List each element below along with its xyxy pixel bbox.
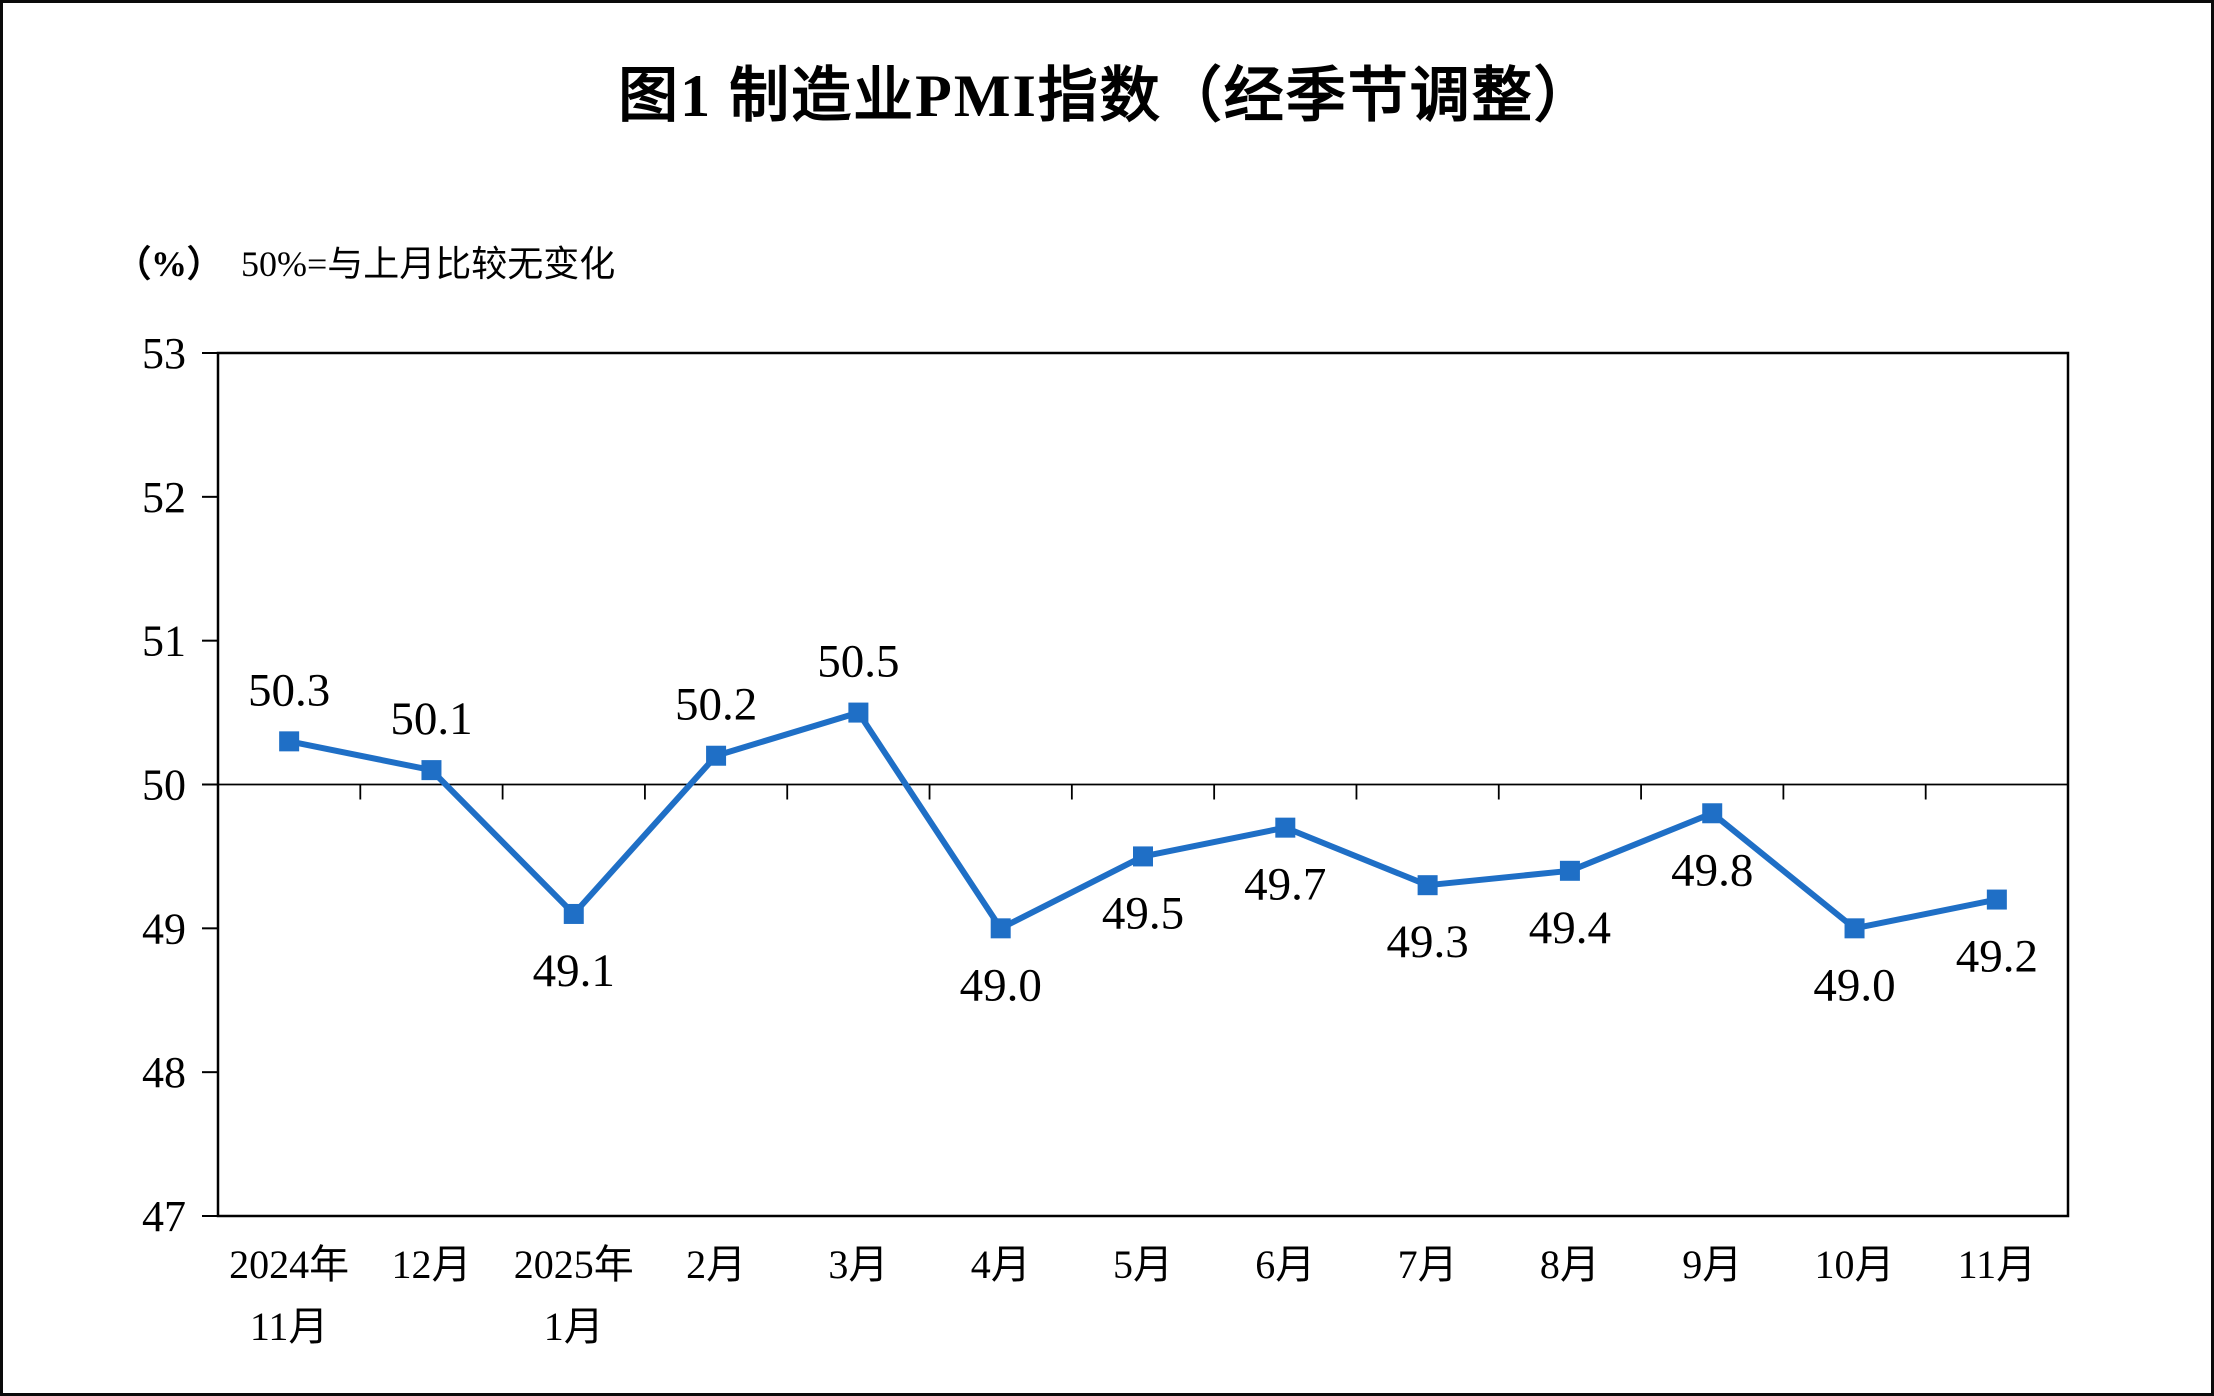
x-tick-label: 4月 [971,1242,1031,1287]
data-label: 50.2 [675,679,757,731]
data-point-marker [1702,803,1723,824]
data-point-marker [1417,875,1438,896]
data-point-marker [1844,918,1865,939]
x-tick-label: 1月 [544,1304,604,1349]
data-point-marker [1133,846,1153,867]
data-point-marker [848,702,869,723]
x-tick-label: 10月 [1815,1242,1895,1287]
y-tick-label: 49 [142,904,186,953]
data-label: 49.0 [1813,959,1895,1011]
data-label: 49.2 [1956,931,2038,983]
data-point-marker [706,745,727,766]
axis-note: 50%=与上月比较无变化 [241,244,616,284]
data-point-marker [1986,889,2007,910]
unit-label: （%） [115,244,224,284]
x-tick-label: 2025年 [514,1242,634,1287]
x-tick-label: 12月 [391,1242,471,1287]
data-point-marker [990,918,1011,939]
y-tick-label: 48 [142,1048,186,1097]
x-tick-label: 11月 [250,1304,329,1349]
x-tick-label: 2月 [686,1242,746,1287]
x-tick-label: 5月 [1113,1242,1173,1287]
x-tick-label: 9月 [1682,1242,1742,1287]
data-label: 49.8 [1671,844,1753,896]
x-tick-label: 7月 [1398,1242,1458,1287]
axis-subtitle: （%） 50%=与上月比较无变化 [115,235,615,287]
data-label: 50.3 [248,664,330,716]
data-label: 50.5 [817,636,899,688]
x-tick-label: 11月 [1958,1242,2037,1287]
data-label: 49.1 [533,945,615,997]
data-point-marker [563,903,584,924]
chart-title: 图1 制造业PMI指数（经季节调整） [618,63,1596,129]
y-tick-label: 52 [142,473,186,522]
x-tick-label: 6月 [1255,1242,1315,1287]
data-label: 50.1 [390,693,472,745]
y-tick-label: 47 [142,1192,186,1241]
data-point-marker [1275,817,1296,838]
data-label: 49.7 [1244,859,1326,911]
pmi-line-chart: 47 48 49 50 51 52 53 50.3 50.1 49.1 50.2 50.5 49.0 49… [142,329,2070,1349]
x-tick-label: 3月 [828,1242,888,1287]
data-point-marker [421,760,442,781]
data-point-marker [279,731,300,752]
y-tick-label: 53 [142,329,186,378]
data-label: 49.5 [1102,887,1184,939]
x-tick-label: 8月 [1540,1242,1600,1287]
y-tick-label: 51 [142,617,186,666]
data-label: 49.0 [960,959,1042,1011]
data-point-marker [1559,860,1580,881]
data-label: 49.4 [1529,902,1611,954]
data-label: 49.3 [1386,916,1468,968]
y-tick-label: 50 [142,761,186,810]
x-tick-label: 2024年 [229,1242,349,1287]
